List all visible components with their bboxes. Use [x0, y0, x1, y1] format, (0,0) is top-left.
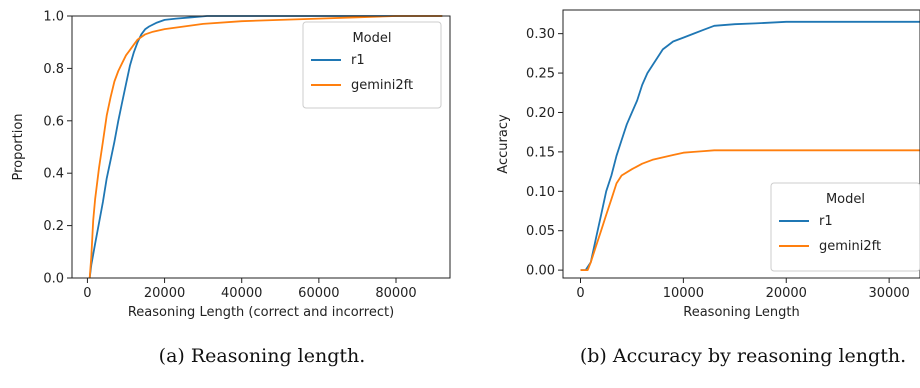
chart-b-legend-box: [770, 182, 920, 272]
chart-b-y-tick-label: 0.05: [526, 224, 555, 239]
chart-b-legend-label-r1: r1: [819, 214, 833, 229]
chart-a-y-tick-label: 0.4: [43, 167, 64, 182]
chart-a-series-gemini2ft-line: [88, 15, 443, 279]
chart-a-y-tick-label: 1.0: [43, 10, 64, 25]
chart-a-x-tick-label: 40000: [221, 286, 262, 301]
chart-a-x-tick-label: 20000: [144, 286, 185, 301]
chart-a-legend-box: [302, 21, 442, 109]
chart-a-legend-label-gemini2ft: gemini2ft: [351, 78, 413, 93]
chart-b-y-tick-label: 0.00: [526, 264, 555, 279]
chart-a-y-tick-label: 0.2: [43, 219, 64, 234]
chart-b-y-tick-label: 0.10: [526, 185, 555, 200]
chart-a-legend-label-r1: r1: [351, 53, 365, 68]
chart-b-y-tick-label: 0.15: [526, 145, 555, 160]
chart-b-y-axis-label: Accuracy: [496, 114, 511, 174]
chart-a-series-r1-line: [88, 15, 443, 279]
chart-b-x-tick-label: 30000: [868, 286, 909, 301]
chart-b-plot-frame: [562, 9, 920, 279]
chart-b-series-r1-line: [580, 20, 920, 271]
chart-a-x-tick-label: 0: [83, 286, 91, 301]
chart-b-x-axis-label: Reasoning Length: [683, 305, 799, 320]
chart-a-legend-title: Model: [352, 31, 391, 46]
chart-b-legend-label-gemini2ft: gemini2ft: [819, 239, 881, 254]
chart-b-y-tick-label: 0.30: [526, 27, 555, 42]
chart-a-plot-frame: [71, 15, 451, 279]
chart-a-y-tick-label: 0.6: [43, 114, 64, 129]
chart-a-x-tick-label: 60000: [298, 286, 339, 301]
chart-a-y-tick-label: 0.8: [43, 62, 64, 77]
chart-b-y-tick-label: 0.25: [526, 67, 555, 82]
chart-b-legend-title: Model: [826, 192, 865, 207]
chart-b-caption: (b) Accuracy by reasoning length.: [580, 345, 906, 367]
chart-b-series-gemini2ft-line: [580, 149, 920, 271]
chart-b-x-tick-label: 10000: [663, 286, 704, 301]
chart-a-x-axis-label: Reasoning Length (correct and incorrect): [128, 305, 394, 320]
chart-a-caption: (a) Reasoning length.: [159, 345, 366, 367]
chart-b-y-tick-label: 0.20: [526, 106, 555, 121]
chart-b-x-tick-label: 0: [576, 286, 584, 301]
chart-a-y-axis-label: Proportion: [11, 113, 26, 180]
chart-a-x-tick-label: 80000: [375, 286, 416, 301]
chart-b-x-tick-label: 20000: [766, 286, 807, 301]
chart-a-y-tick-label: 0.0: [43, 272, 64, 287]
